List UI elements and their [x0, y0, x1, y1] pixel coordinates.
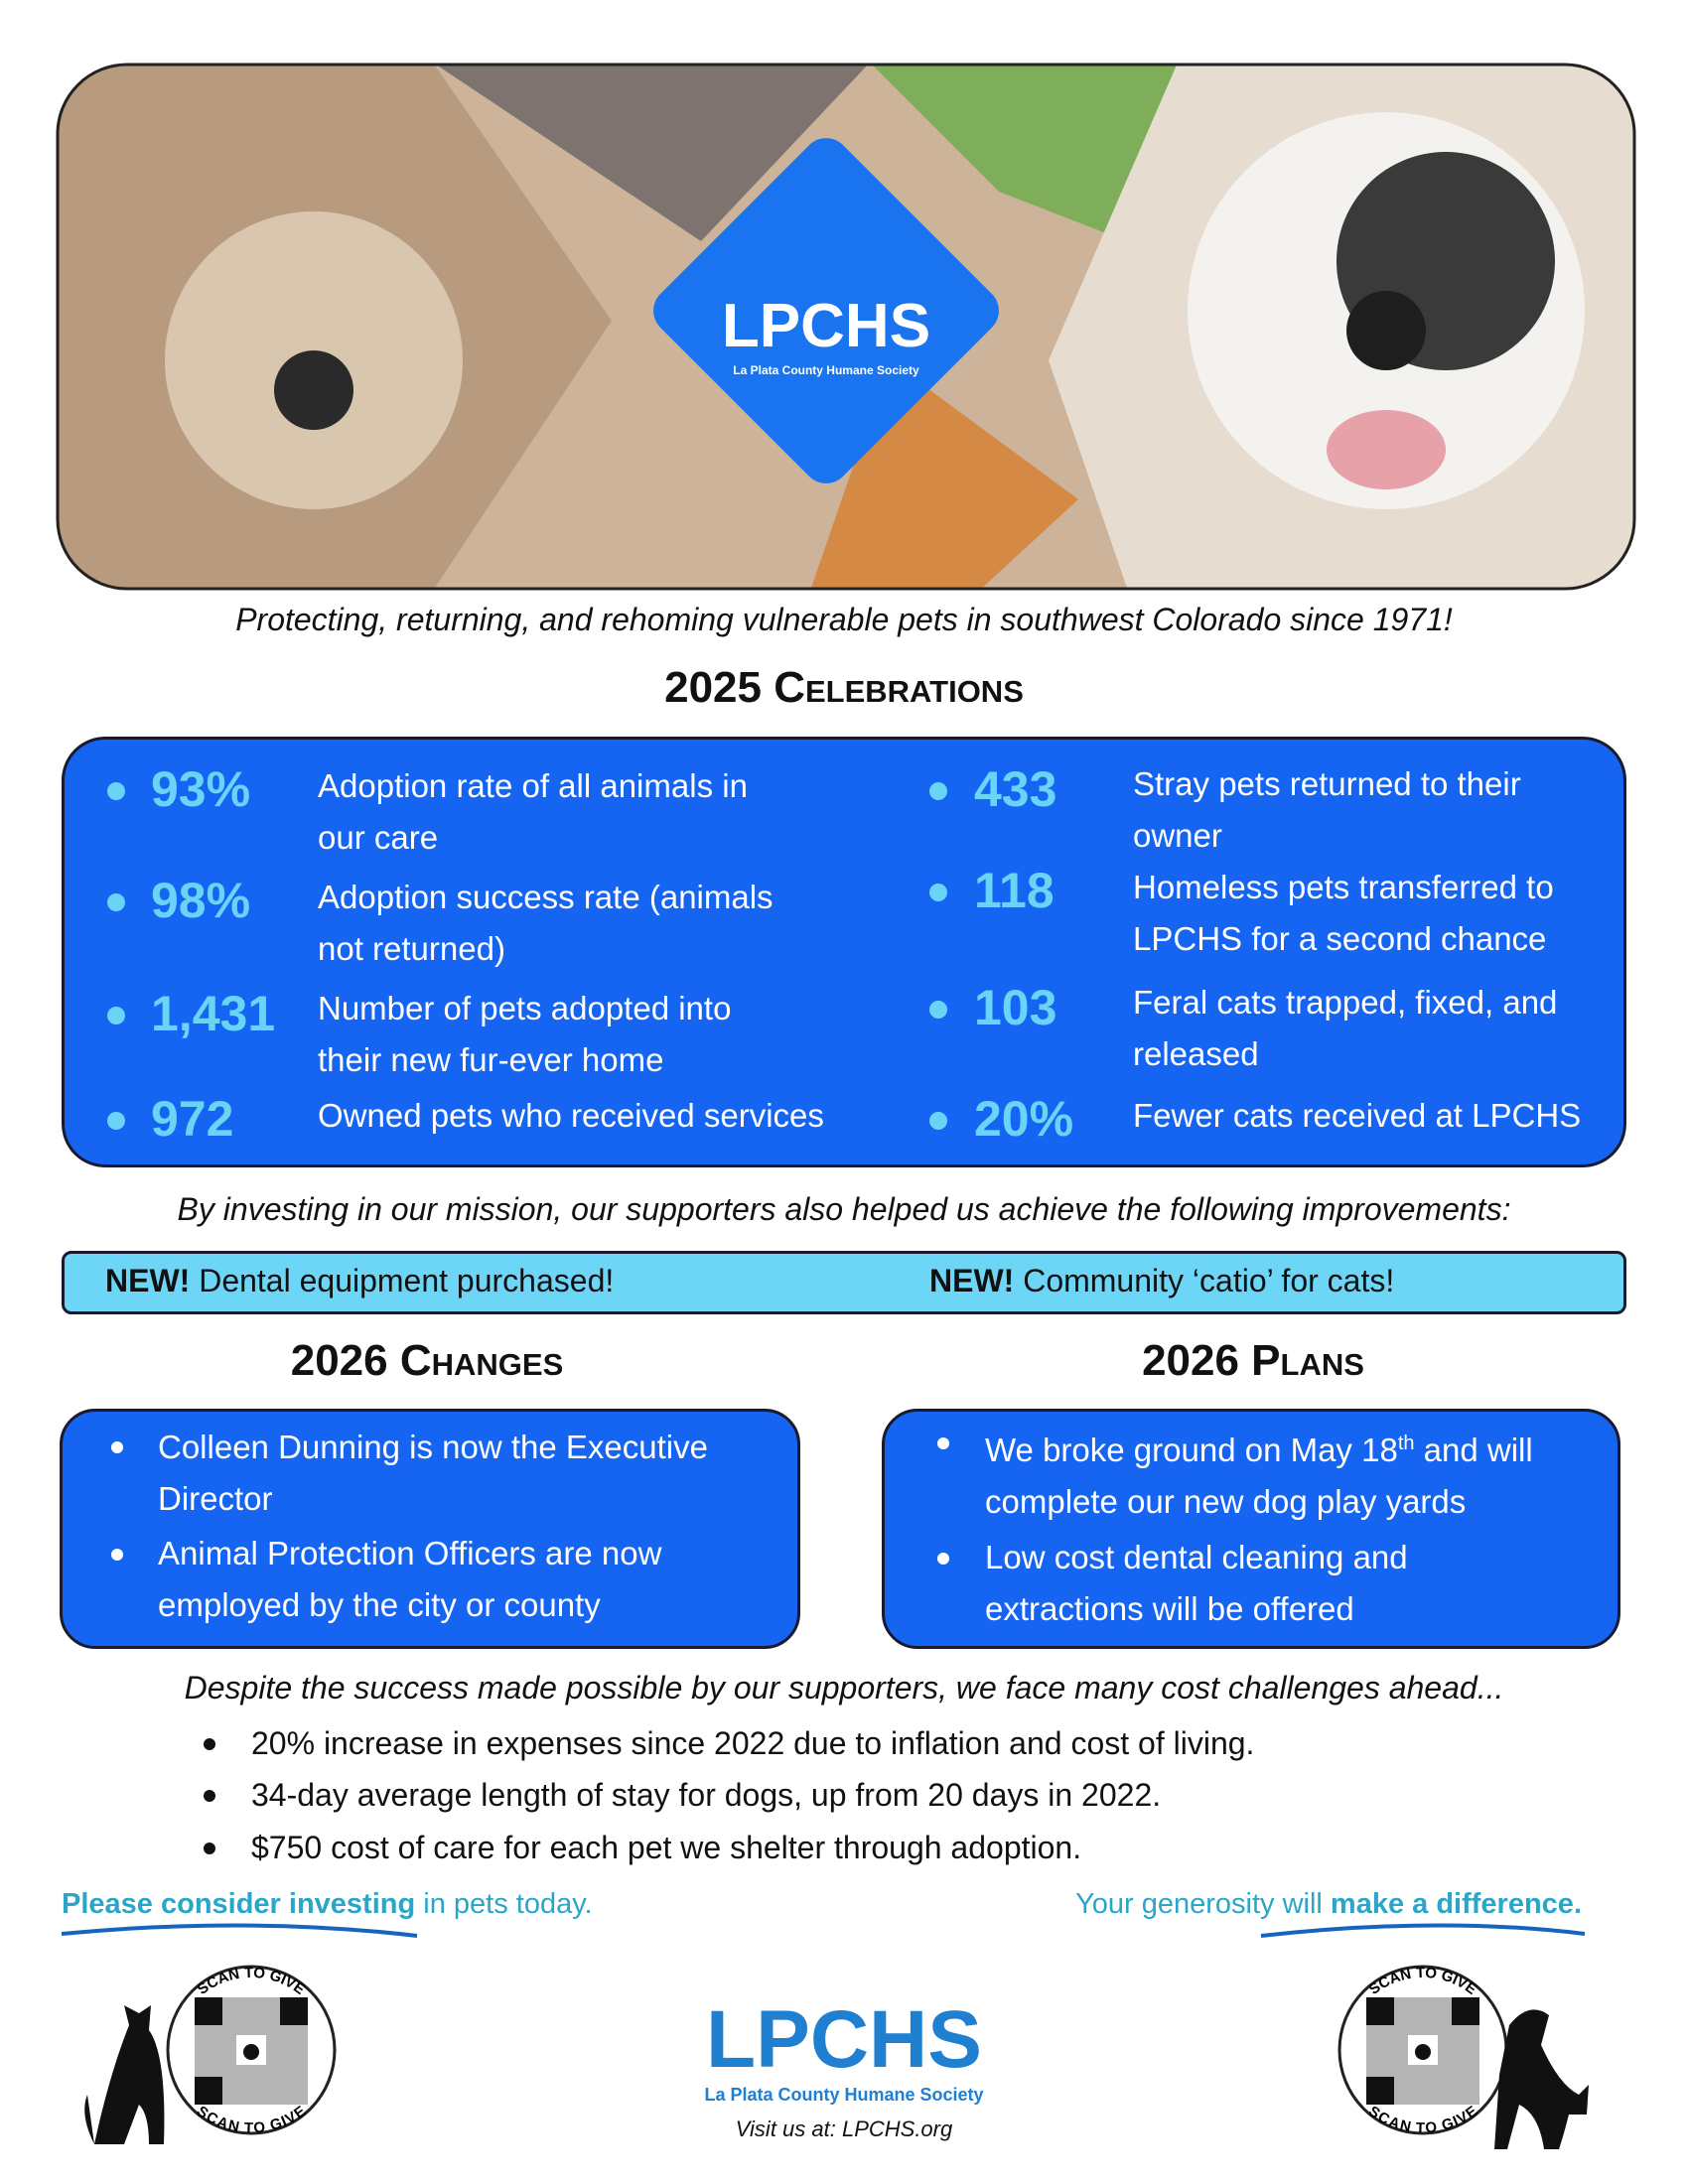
- footer-logo: LPCHS: [706, 1994, 982, 2085]
- footer-graphics: SCAN TO GIVE SCAN TO GIVE SCAN TO GIVE S…: [61, 1923, 1589, 2149]
- bullet: [929, 1001, 947, 1019]
- improvements-intro: By investing in our mission, our support…: [177, 1191, 1511, 1227]
- bullet: [111, 1441, 123, 1453]
- banner-logo: LPCHS: [722, 292, 930, 360]
- stat-figure: 98%: [151, 873, 251, 928]
- footer-left: Please consider investing in pets today.: [62, 1888, 593, 1921]
- plan-item: We broke ground on May 18th and will com…: [985, 1418, 1591, 1528]
- bullet: [107, 1112, 125, 1130]
- challenge-item: 34-day average length of stay for dogs, …: [251, 1777, 1162, 1813]
- bullet: [929, 1112, 947, 1130]
- bullet: [107, 893, 125, 911]
- bullet: [107, 782, 125, 800]
- improvements-bar: [62, 1251, 1626, 1314]
- plans-title: 2026 Plans: [1142, 1336, 1364, 1385]
- bullet: [929, 884, 947, 901]
- changes-title: 2026 Changes: [290, 1336, 564, 1385]
- plan-superscript: th: [1397, 1433, 1415, 1454]
- stat-figure: 1,431: [151, 986, 276, 1041]
- challenges-intro: Despite the success made possible by our…: [184, 1670, 1504, 1706]
- bullet: [937, 1553, 949, 1565]
- plans-box: [882, 1409, 1620, 1649]
- stat-figure: 93%: [151, 761, 251, 817]
- improvement-text: Dental equipment purchased!: [199, 1263, 615, 1298]
- plan-text: and will complete our new dog play yards: [985, 1432, 1533, 1520]
- bullet: [204, 1843, 215, 1854]
- stat-figure: 20%: [974, 1091, 1074, 1147]
- footer-emphasis: Please consider investing: [62, 1888, 416, 1920]
- celebrations-title: 2025 Celebrations: [664, 663, 1024, 712]
- stat-text: Number of pets adopted into their new fu…: [318, 990, 732, 1078]
- change-item: Animal Protection Officers are now emplo…: [158, 1535, 662, 1623]
- bullet: [107, 1007, 125, 1024]
- new-tag: NEW!: [929, 1263, 1015, 1298]
- footer-text: in pets today.: [415, 1888, 593, 1920]
- stat-text: Adoption rate of all animals in our care: [318, 767, 748, 856]
- tagline: Protecting, returning, and rehoming vuln…: [235, 602, 1453, 637]
- bullet: [204, 1738, 215, 1750]
- challenge-item: $750 cost of care for each pet we shelte…: [251, 1830, 1082, 1865]
- footer-emphasis: make a difference: [1330, 1888, 1574, 1920]
- plan-text: We broke ground on May 18: [985, 1432, 1398, 1468]
- bullet: [929, 782, 947, 800]
- challenge-item: 20% increase in expenses since 2022 due …: [251, 1725, 1255, 1761]
- stat-text: Stray pets returned to their owner: [1133, 765, 1521, 854]
- plan-item: Low cost dental cleaning and extractions…: [985, 1539, 1408, 1627]
- stat-figure: 118: [974, 863, 1055, 918]
- bullet: [204, 1790, 215, 1802]
- stat-text: Owned pets who received services: [318, 1097, 824, 1134]
- stat-text: Adoption success rate (animals not retur…: [318, 879, 774, 967]
- stat-figure: 103: [974, 980, 1057, 1035]
- stat-text: Feral cats trapped, fixed, and released: [1133, 984, 1558, 1072]
- improvement-1: NEW! Community ‘catio’ for cats!: [929, 1263, 1394, 1299]
- new-tag: NEW!: [105, 1263, 191, 1298]
- footer-logo-subtitle: La Plata County Humane Society: [704, 2085, 983, 2105]
- improvement-text: Community ‘catio’ for cats!: [1023, 1263, 1395, 1298]
- photo-banner: LPCHS La Plata County Humane Society: [56, 63, 1636, 591]
- footer-text: Your generosity will: [1075, 1888, 1331, 1920]
- change-item: Colleen Dunning is now the Executive Dir…: [158, 1429, 708, 1517]
- stat-figure: 433: [974, 761, 1057, 817]
- banner-logo-subtitle: La Plata County Humane Society: [733, 363, 919, 377]
- bullet: [937, 1437, 949, 1449]
- stat-text: Fewer cats received at LPCHS: [1133, 1097, 1582, 1134]
- celebrations-box: [62, 737, 1626, 1167]
- stat-figure: 972: [151, 1091, 234, 1147]
- bullet: [111, 1549, 123, 1561]
- stat-text: Homeless pets transferred to LPCHS for a…: [1133, 869, 1554, 957]
- changes-box: [60, 1409, 800, 1649]
- footer-text: .: [1573, 1888, 1582, 1920]
- improvement-0: NEW! Dental equipment purchased!: [105, 1263, 614, 1299]
- visit-link: Visit us at: LPCHS.org: [736, 2116, 953, 2141]
- footer-right: Your generosity will make a difference.: [1075, 1888, 1582, 1921]
